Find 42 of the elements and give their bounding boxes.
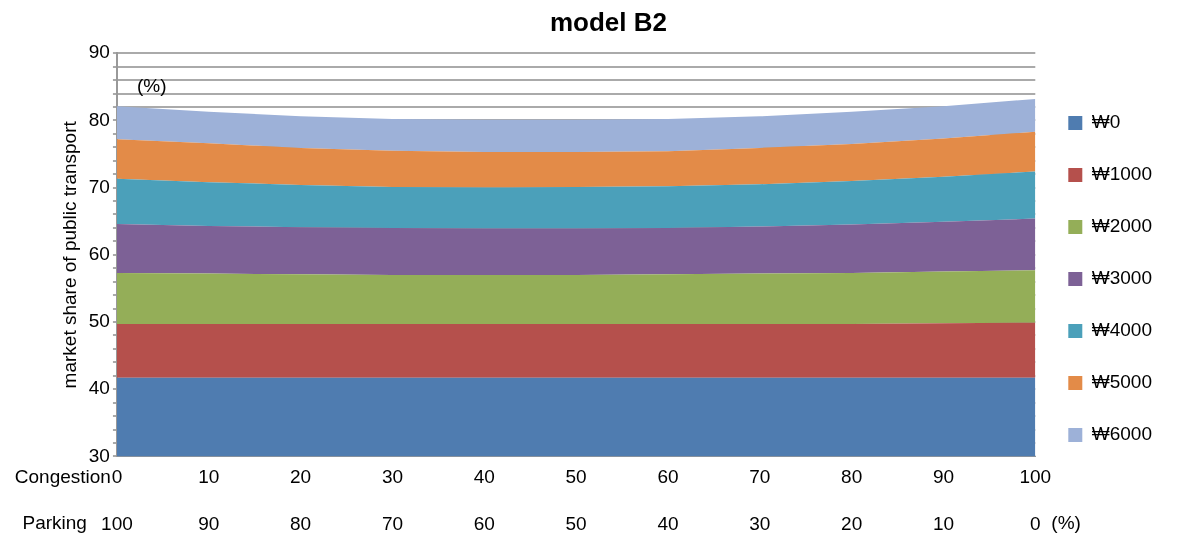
legend-label: ₩1000 bbox=[1091, 163, 1152, 185]
legend-label: ₩5000 bbox=[1091, 371, 1152, 393]
x-axis-title: Congestion bbox=[14, 465, 111, 487]
x-tick-label: 20 bbox=[290, 466, 312, 488]
x2-tick-label: 0 bbox=[1030, 512, 1041, 534]
x-tick-label: 80 bbox=[841, 466, 863, 488]
x-tick-label: 70 bbox=[749, 466, 771, 488]
legend-label: ₩4000 bbox=[1091, 319, 1152, 341]
y-tick-label: 40 bbox=[88, 377, 110, 399]
x2-tick-label: 20 bbox=[841, 512, 863, 534]
y-tick-label: 90 bbox=[88, 41, 110, 63]
x-tick-label: 0 bbox=[111, 466, 123, 488]
x-tick-label: 50 bbox=[565, 466, 587, 488]
x-tick-label: 60 bbox=[657, 466, 679, 488]
legend-label: ₩0 bbox=[1091, 111, 1121, 133]
x-tick-label: 90 bbox=[932, 466, 955, 488]
x2-tick-label: 90 bbox=[198, 512, 220, 534]
chart-title: model B2 bbox=[549, 6, 668, 37]
x2-tick-label: 50 bbox=[565, 512, 587, 534]
y-axis-title: market share of public transport bbox=[58, 120, 80, 389]
x-tick-label: 30 bbox=[381, 466, 404, 488]
x2-tick-label: 100 bbox=[101, 512, 133, 534]
x2-tick-label: 60 bbox=[473, 512, 495, 534]
y-tick-label: 70 bbox=[88, 175, 110, 197]
y-tick-label: 80 bbox=[88, 108, 110, 130]
x2-axis-title: Parking bbox=[22, 512, 87, 534]
legend-label: ₩3000 bbox=[1091, 267, 1152, 289]
x2-tick-label: 80 bbox=[290, 512, 312, 534]
text: (%) bbox=[1051, 512, 1081, 534]
x2-tick-label: 30 bbox=[749, 512, 771, 534]
x2-tick-label: 10 bbox=[932, 512, 955, 534]
annotation: (%) bbox=[136, 75, 167, 97]
legend-label: ₩2000 bbox=[1091, 215, 1152, 237]
x2-tick-label: 70 bbox=[381, 512, 404, 534]
x-tick-label: 10 bbox=[198, 466, 220, 488]
x-tick-label: 100 bbox=[1019, 466, 1052, 488]
y-tick-label: 30 bbox=[88, 444, 110, 466]
y-tick-label: 60 bbox=[88, 243, 110, 265]
y-tick-label: 50 bbox=[88, 310, 110, 332]
legend-label: ₩6000 bbox=[1091, 423, 1152, 445]
x2-tick-label: 40 bbox=[657, 512, 679, 534]
x-tick-label: 40 bbox=[473, 466, 495, 488]
